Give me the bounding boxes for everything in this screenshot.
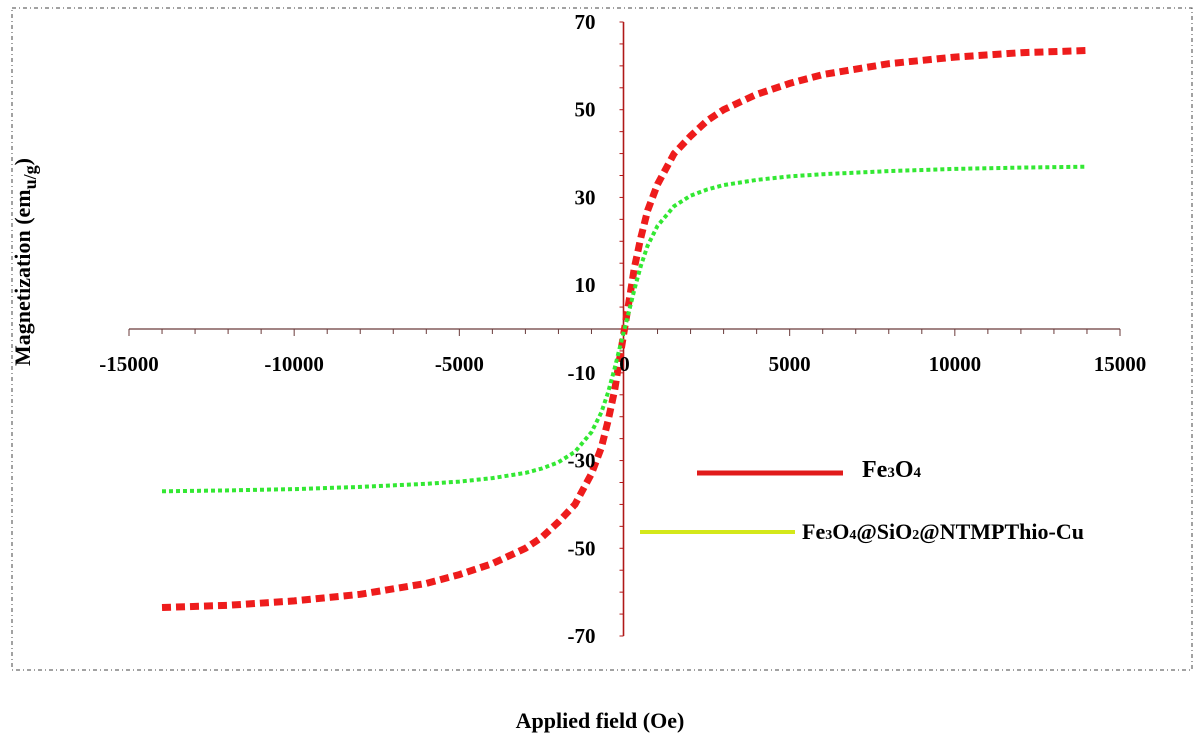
x-tick-label: -15000 xyxy=(99,352,159,376)
legend-subscript: 4 xyxy=(913,465,921,481)
y-tick-label: 50 xyxy=(575,98,596,122)
plot-frame xyxy=(11,7,1193,671)
legend-label-2: Fe3O4@SiO2@NTMPThio-Cu xyxy=(802,519,1084,544)
series-line-2 xyxy=(161,164,1088,494)
series-layer xyxy=(161,47,1088,611)
y-tick-label: 10 xyxy=(575,273,596,297)
tick-labels: -15000 -10000 -5000 0 5000 10000 15000 70 50 30 10… xyxy=(99,10,1146,648)
y-tick-label: -50 xyxy=(568,536,596,560)
series-line-1 xyxy=(161,47,1088,611)
x-tick-label: -10000 xyxy=(264,352,324,376)
x-tick-label: 5000 xyxy=(769,352,811,376)
legend-text: Fe xyxy=(802,519,825,544)
legend-text: @SiO xyxy=(856,519,912,544)
y-tick-label: -30 xyxy=(568,449,596,473)
y-tick-label: 30 xyxy=(575,185,596,209)
y-tick-label: 70 xyxy=(575,10,596,34)
y-axis-title: Magnetization (emu/g) xyxy=(10,158,40,366)
legend-subscript: 4 xyxy=(849,528,856,543)
x-tick-label: 0 xyxy=(619,352,630,376)
x-axis-title: Applied field (Oe) xyxy=(516,708,685,733)
x-tick-label: 15000 xyxy=(1094,352,1147,376)
x-tick-label: -5000 xyxy=(435,352,484,376)
legend-text: O xyxy=(895,457,914,483)
y-axis-title-main: Magnetization (em xyxy=(10,189,35,366)
legend-subscript: 3 xyxy=(825,528,832,543)
legend-label-1: Fe3O4 xyxy=(862,457,921,483)
legend-text: Fe xyxy=(862,457,888,483)
x-tick-label: 10000 xyxy=(929,352,982,376)
legend-text: O xyxy=(832,519,849,544)
legend-text: @NTMPThio-Cu xyxy=(919,519,1084,544)
legend-subscript: 3 xyxy=(887,465,895,481)
y-tick-label: -70 xyxy=(568,624,596,648)
y-tick-label: -10 xyxy=(568,361,596,385)
y-axis-title-unit: u/g xyxy=(20,165,40,189)
legend-subscript: 2 xyxy=(912,528,919,543)
y-axis-title-close: ) xyxy=(10,158,35,165)
